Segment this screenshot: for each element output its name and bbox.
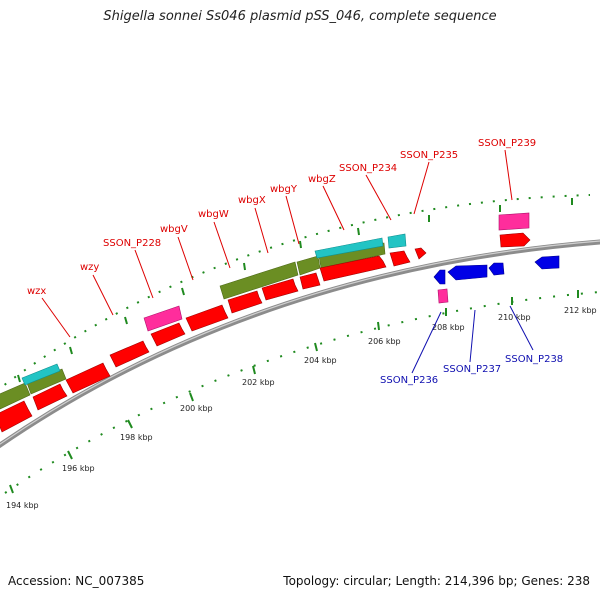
scale-labels: 194 kbp 196 kbp 198 kbp 200 kbp 202 kbp … xyxy=(6,306,597,510)
outer-tick xyxy=(357,227,360,236)
cyan-features xyxy=(21,233,407,386)
gene-label: wbgW xyxy=(198,209,229,220)
gene-label: SSON_P234 xyxy=(339,163,397,174)
label-leader xyxy=(365,174,392,221)
gene-label: SSON_P228 xyxy=(103,238,161,249)
forward-cds-arrow xyxy=(185,304,229,332)
scale-label: 196 kbp xyxy=(62,464,95,473)
label-leader xyxy=(213,221,231,269)
forward-cds-arrow xyxy=(414,247,427,260)
accession-text: Accession: NC_007385 xyxy=(8,574,145,588)
forward-cds-track xyxy=(0,232,531,433)
gene-label: SSON_P237 xyxy=(443,364,501,375)
map-title: Shigella sonnei Ss046 plasmid pSS_046, c… xyxy=(103,9,497,24)
label-leader xyxy=(177,236,194,281)
scale-label: 212 kbp xyxy=(564,306,597,315)
cyan-feature xyxy=(21,363,61,386)
label-leader xyxy=(41,297,71,338)
olive-feature xyxy=(219,261,299,300)
reverse-gene-labels: SSON_P236 SSON_P237 SSON_P238 xyxy=(380,354,563,386)
forward-gene-labels: wzx wzy SSON_P228 wbgV wbgW wbgX wbgY wb… xyxy=(27,138,536,297)
forward-cds-arrow xyxy=(32,383,68,411)
gene-label: SSON_P235 xyxy=(400,150,458,161)
olive-features xyxy=(0,242,386,410)
gene-label: wzx xyxy=(27,286,46,297)
scale-tick xyxy=(127,419,133,429)
gene-label: wbgZ xyxy=(308,174,336,185)
gene-label: SSON_P239 xyxy=(478,138,536,149)
label-leader xyxy=(469,309,476,363)
scale-tick xyxy=(314,342,318,352)
scale-tick xyxy=(377,321,380,331)
scale-label: 202 kbp xyxy=(242,378,275,387)
scale-ring xyxy=(4,291,600,494)
backbone-highlight xyxy=(0,240,600,445)
outer-tick xyxy=(299,240,302,249)
scale-label: 200 kbp xyxy=(180,404,213,413)
pink-features xyxy=(143,212,530,332)
gene-label: SSON_P238 xyxy=(505,354,563,365)
gene-label: wzy xyxy=(80,262,99,273)
scale-label: 198 kbp xyxy=(120,433,153,442)
forward-cds-arrow xyxy=(319,255,387,282)
outer-tick xyxy=(124,316,128,325)
pink-feature xyxy=(437,288,449,304)
forward-cds-arrow xyxy=(0,400,33,433)
reverse-label-leaders xyxy=(411,305,534,374)
label-leader xyxy=(285,195,300,245)
scale-major-ticks xyxy=(9,290,579,494)
outer-tick xyxy=(69,346,73,355)
outer-tick xyxy=(181,287,185,296)
label-leader xyxy=(254,207,269,254)
scale-tick xyxy=(252,365,256,375)
scale-label: 194 kbp xyxy=(6,501,39,510)
outer-tick xyxy=(243,262,246,271)
forward-cds-arrow xyxy=(261,278,299,301)
label-leader xyxy=(509,305,534,351)
cyan-feature xyxy=(387,233,407,249)
label-leader xyxy=(413,161,430,215)
pink-feature xyxy=(143,305,183,332)
reverse-cds-arrow xyxy=(488,262,505,276)
olive-feature xyxy=(296,255,321,276)
forward-cds-arrow xyxy=(499,232,531,248)
forward-cds-arrow xyxy=(109,340,150,368)
reverse-cds-arrow xyxy=(447,264,488,281)
reverse-cds-track xyxy=(433,255,560,285)
scale-tick xyxy=(189,392,194,402)
reverse-cds-arrow xyxy=(534,255,560,270)
outer-major-ticks xyxy=(17,198,573,383)
scale-label: 206 kbp xyxy=(368,337,401,346)
gene-label: wbgV xyxy=(160,224,188,235)
label-leader xyxy=(411,311,442,374)
forward-cds-arrow xyxy=(389,250,411,267)
olive-feature xyxy=(0,382,31,410)
scale-label: 204 kbp xyxy=(304,356,337,365)
scale-tick xyxy=(67,450,73,460)
forward-label-leaders xyxy=(41,149,513,338)
label-leader xyxy=(92,274,114,316)
scale-tick xyxy=(9,484,14,494)
forward-cds-arrow xyxy=(150,322,186,347)
label-leader xyxy=(134,249,154,299)
outer-tick xyxy=(17,374,21,383)
forward-cds-arrow xyxy=(299,272,321,290)
cyan-feature xyxy=(314,237,384,259)
outer-tick-ring xyxy=(0,194,591,390)
label-leader xyxy=(504,149,513,201)
reverse-cds-arrow xyxy=(433,269,446,285)
label-leader xyxy=(322,185,345,231)
forward-cds-arrow xyxy=(227,290,263,314)
scale-label: 210 kbp xyxy=(498,313,531,322)
pink-feature xyxy=(498,212,530,231)
gene-label: SSON_P236 xyxy=(380,375,438,386)
gene-label: wbgX xyxy=(238,195,266,206)
plasmid-backbone xyxy=(0,239,600,449)
gene-label: wbgY xyxy=(270,184,298,195)
forward-cds-arrow xyxy=(65,362,111,394)
topology-summary: Topology: circular; Length: 214,396 bp; … xyxy=(283,574,590,588)
scale-label: 208 kbp xyxy=(432,323,465,332)
